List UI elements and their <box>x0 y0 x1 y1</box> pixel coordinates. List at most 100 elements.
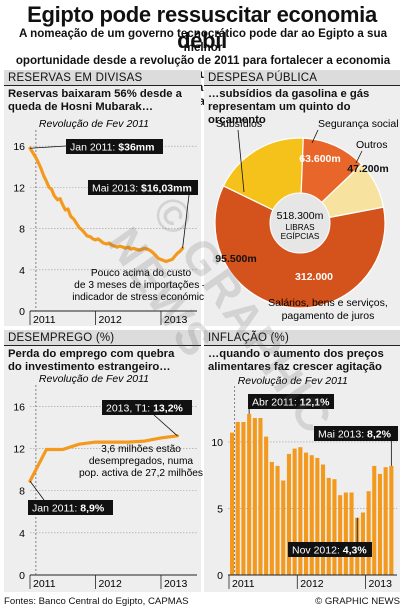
annotation-line: pop. activa de 27,2 milhões <box>79 468 203 479</box>
bar <box>372 465 377 575</box>
callout-box <box>88 180 198 195</box>
callout-text: 2013, T1: 13,2% <box>106 403 184 415</box>
y-tick-label: 4 <box>19 265 25 277</box>
pie-value-label: 95.500m <box>215 253 256 265</box>
panel-text-line: Reservas baixaram 56% desde a <box>8 88 182 100</box>
bar <box>281 480 286 575</box>
callout-label: Jan 2011: <box>70 142 118 154</box>
x-tick-label: 2013 <box>369 578 393 590</box>
bar <box>275 465 280 575</box>
pie-slice-name: Outros <box>356 139 388 151</box>
y-tick-label: 8 <box>19 486 25 498</box>
y-tick-label: 10 <box>211 437 223 449</box>
callout-text: Mai 2013: 8,2% <box>318 429 392 441</box>
callout-text: Abr 2011: 12,1% <box>252 397 330 409</box>
bar <box>309 455 314 575</box>
y-tick-label: 0 <box>217 570 223 582</box>
callout-value: 12,1% <box>300 397 330 409</box>
reserves-chart: 0 4 8 12 16 2011 2012 2013 Revolução de Fev 2011… <box>13 118 210 326</box>
bar <box>247 414 252 575</box>
panel-text: …quando o aumento dos preços alimentares… <box>208 348 384 374</box>
callout-box <box>28 500 113 515</box>
revolution-label: Revolução de Fev 2011 <box>39 118 149 130</box>
panel-text-line: queda de Hosni Mubarak… <box>8 101 154 113</box>
panel-text-line: representam um quinto do orçamento <box>208 101 351 126</box>
panel-unemployment: DESEMPREGO (%) Perda do emprego com queb… <box>4 330 203 592</box>
panel-label: INFLAÇÃO (%) <box>208 332 289 344</box>
pie-unit-line: EGÍPCIAS <box>281 231 320 241</box>
panel-text-line: …subsídios da gasolina e gás <box>208 88 370 100</box>
callout-value: $16,03mm <box>141 183 192 195</box>
annotation-line: Pouco acima do custo <box>91 268 192 279</box>
callout-leader <box>29 480 45 501</box>
panel-text-line: alimentares faz crescer agitação <box>208 361 382 373</box>
callout-value: 8,2% <box>367 429 392 441</box>
callout-text: Jan 2011: $36mm <box>70 142 154 154</box>
credit: © GRAPHIC NEWS <box>315 596 400 607</box>
callout-value: 13,2% <box>153 403 183 415</box>
panel-header: RESERVAS EM DIVISAS <box>4 70 201 86</box>
panel-text: …subsídios da gasolina e gás representam… <box>208 88 400 127</box>
callout-text: Mai 2013: $16,03mm <box>92 183 192 195</box>
callout-box <box>314 426 398 441</box>
bar <box>258 418 263 575</box>
panel-header: DESPESA PÚBLICA <box>204 70 400 86</box>
callout-label: Mai 2013: <box>92 183 141 195</box>
x-tick-label: 2012 <box>98 314 122 326</box>
annotation-line: 3,6 milhões estão <box>101 444 181 455</box>
panel-text: Reservas baixaram 56% desde a queda de H… <box>8 88 182 114</box>
pie-leader <box>355 150 363 164</box>
bar <box>321 464 326 575</box>
pie-center <box>269 192 331 254</box>
series-line <box>28 146 185 264</box>
revolution-label: Revolução de Fev 2011 <box>238 375 348 387</box>
x-tick-label: 2013 <box>164 578 188 590</box>
x-tick-label: 2013 <box>164 314 188 326</box>
callout-box <box>102 400 192 415</box>
bar <box>343 492 348 575</box>
callout-label: Abr 2011: <box>252 397 300 409</box>
pie-leader <box>237 129 245 193</box>
pie-value-label: 63.600m <box>299 153 340 165</box>
callout-value: $36mm <box>118 142 154 154</box>
pie-slice-name: pagamento de juros <box>282 310 375 322</box>
bar <box>292 448 297 575</box>
y-tick-label: 16 <box>13 141 25 153</box>
pie-slice-name: Segurança social <box>318 118 399 130</box>
panel-label: DESPESA PÚBLICA <box>208 72 318 84</box>
callout-text: Jan 2011: 8,9% <box>32 503 105 515</box>
x-tick-label: 2012 <box>98 578 122 590</box>
x-tick-label: 2011 <box>33 578 56 590</box>
source-note: Fontes: Banco Central do Egipto, CAPMAS <box>4 596 189 607</box>
series-line <box>28 434 179 483</box>
bar <box>241 422 246 575</box>
bar <box>304 452 309 575</box>
panel-text-line: do investimento estrangeiro… <box>8 361 171 373</box>
y-tick-label: 5 <box>217 503 223 515</box>
callout-box <box>248 394 334 409</box>
bar <box>389 465 394 575</box>
callout-label: 2013, T1: <box>106 403 153 415</box>
annotation-line: indicador de stress económico <box>72 292 210 303</box>
pie-unit-line: LIBRAS <box>285 223 315 232</box>
bar <box>349 492 354 575</box>
pie-slice-name: Subsídios <box>216 118 262 130</box>
x-tick-label: 2011 <box>232 578 255 590</box>
pie-slice-name: Salários, bens e serviços, <box>268 297 388 309</box>
y-tick-label: 4 <box>19 528 25 540</box>
bar <box>332 479 337 575</box>
panel-inflation: INFLAÇÃO (%) …quando o aumento dos preço… <box>204 330 400 592</box>
bar <box>326 477 331 575</box>
panel-text-line: Perda do emprego com quebra <box>8 348 175 360</box>
callout-label: Nov 2012: <box>292 545 343 557</box>
bar <box>264 436 269 575</box>
bar <box>252 418 257 575</box>
pie-total: 518.300m <box>277 210 324 222</box>
callout-value: 8,9% <box>80 503 105 515</box>
bar <box>269 461 274 575</box>
callout-text: Nov 2012: 4,3% <box>292 545 367 557</box>
bar <box>286 453 291 575</box>
bar <box>315 457 320 575</box>
bar <box>338 495 343 575</box>
